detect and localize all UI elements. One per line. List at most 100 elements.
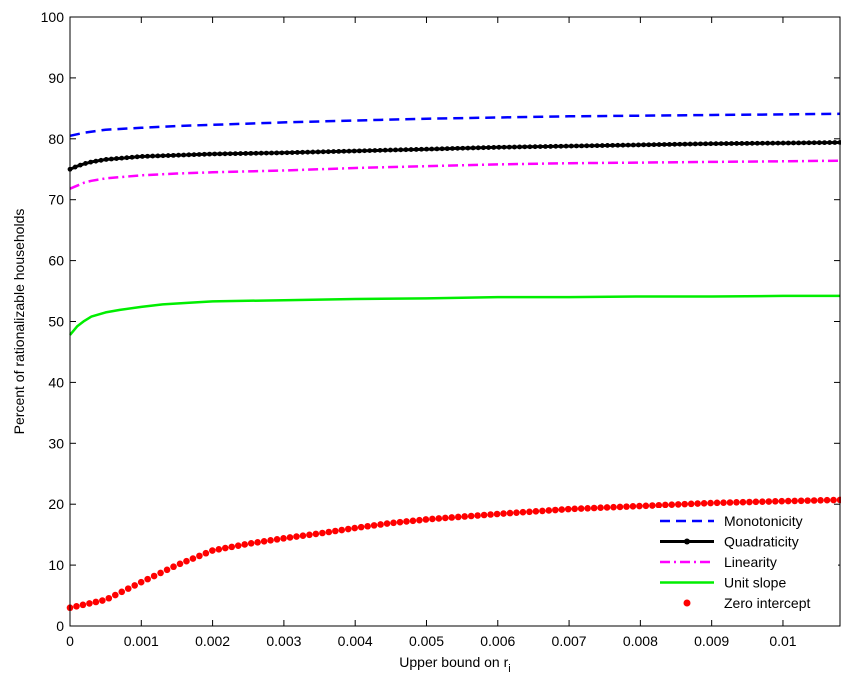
data-point [144, 575, 151, 583]
data-point [201, 151, 207, 157]
data-point [212, 151, 218, 157]
data-point [698, 141, 703, 147]
data-point [558, 143, 564, 149]
data-point [103, 157, 109, 162]
data-point [114, 156, 119, 161]
data-point [377, 521, 384, 528]
data-point [723, 141, 729, 146]
data-point [137, 578, 145, 586]
legend-label: Quadraticity [724, 534, 799, 550]
series-quadraticity [67, 140, 841, 172]
data-point [289, 150, 295, 155]
data-point [713, 499, 721, 507]
data-point [746, 498, 753, 506]
data-point [222, 151, 228, 157]
legend-swatch-marker [684, 538, 690, 545]
data-point [470, 145, 476, 151]
data-point [830, 496, 837, 504]
data-point [623, 503, 630, 510]
data-point [682, 141, 688, 147]
data-point [269, 150, 274, 156]
x-tick-label: 0.004 [338, 633, 373, 649]
legend-label: Zero intercept [724, 595, 810, 611]
data-point [248, 150, 254, 156]
data-point [584, 504, 591, 512]
data-point [692, 141, 698, 147]
data-point [435, 515, 443, 522]
data-point [501, 144, 507, 150]
data-point [703, 141, 709, 147]
series-line [69, 294, 840, 336]
data-point [726, 499, 734, 506]
data-point [700, 500, 708, 507]
data-point [181, 152, 187, 158]
data-point [475, 145, 481, 151]
data-point [646, 142, 652, 148]
data-point [733, 499, 740, 506]
ticks-layer: 0 0.001 0.002 0.003 0.004 0.005 0.006 0.007 0.00… [41, 9, 840, 649]
y-tick-label: 40 [48, 374, 64, 390]
data-point [341, 148, 347, 154]
data-point [325, 528, 333, 536]
data-point [630, 142, 636, 148]
data-point [306, 531, 313, 539]
data-point [424, 146, 429, 152]
data-point [496, 144, 502, 150]
data-point [610, 503, 617, 511]
data-point [129, 154, 135, 160]
data-point [739, 498, 747, 506]
data-point [403, 147, 409, 153]
data-point [408, 147, 414, 152]
data-point [480, 511, 488, 519]
data-point [589, 143, 595, 149]
data-point [441, 514, 449, 522]
data-point [672, 141, 678, 147]
data-point [221, 544, 229, 552]
data-point [73, 602, 80, 610]
data-point [372, 148, 378, 153]
legend-item-unit-slope: Unit slope [660, 575, 786, 591]
data-point [681, 500, 689, 508]
legend-item-quadraticity: Quadraticity [660, 534, 799, 550]
data-point [234, 542, 242, 549]
data-point [362, 148, 367, 154]
data-point [568, 143, 574, 149]
data-point [131, 582, 139, 589]
series-line [69, 159, 841, 190]
data-point [519, 508, 527, 516]
data-point [396, 518, 404, 526]
data-point [325, 149, 331, 155]
data-point [564, 505, 572, 513]
data-point [150, 572, 158, 580]
data-point [398, 147, 404, 153]
data-point [460, 145, 466, 151]
data-point [558, 506, 566, 513]
data-point [537, 144, 543, 150]
data-point [739, 141, 745, 146]
data-point [419, 146, 424, 152]
data-point [160, 153, 166, 159]
data-point [202, 549, 210, 557]
data-point [597, 504, 604, 512]
data-point [577, 505, 585, 512]
data-point [749, 140, 755, 146]
data-point [629, 503, 637, 510]
data-point [636, 502, 643, 510]
data-point [280, 535, 287, 542]
data-point [293, 533, 300, 540]
data-point [254, 539, 261, 546]
data-point [770, 140, 776, 146]
data-point [263, 150, 269, 156]
data-point [124, 155, 130, 161]
data-point [553, 143, 559, 149]
data-point [765, 498, 773, 505]
data-point [455, 145, 460, 151]
data-point [393, 147, 398, 153]
data-point [517, 144, 522, 150]
data-point [284, 150, 290, 156]
series-monotonicity [69, 112, 841, 138]
data-point [170, 152, 176, 158]
y-tick-label: 20 [48, 496, 64, 512]
y-tick-label: 60 [48, 253, 64, 269]
legend: Monotonicity Quadraticity Linearity Unit sl… [654, 508, 838, 615]
